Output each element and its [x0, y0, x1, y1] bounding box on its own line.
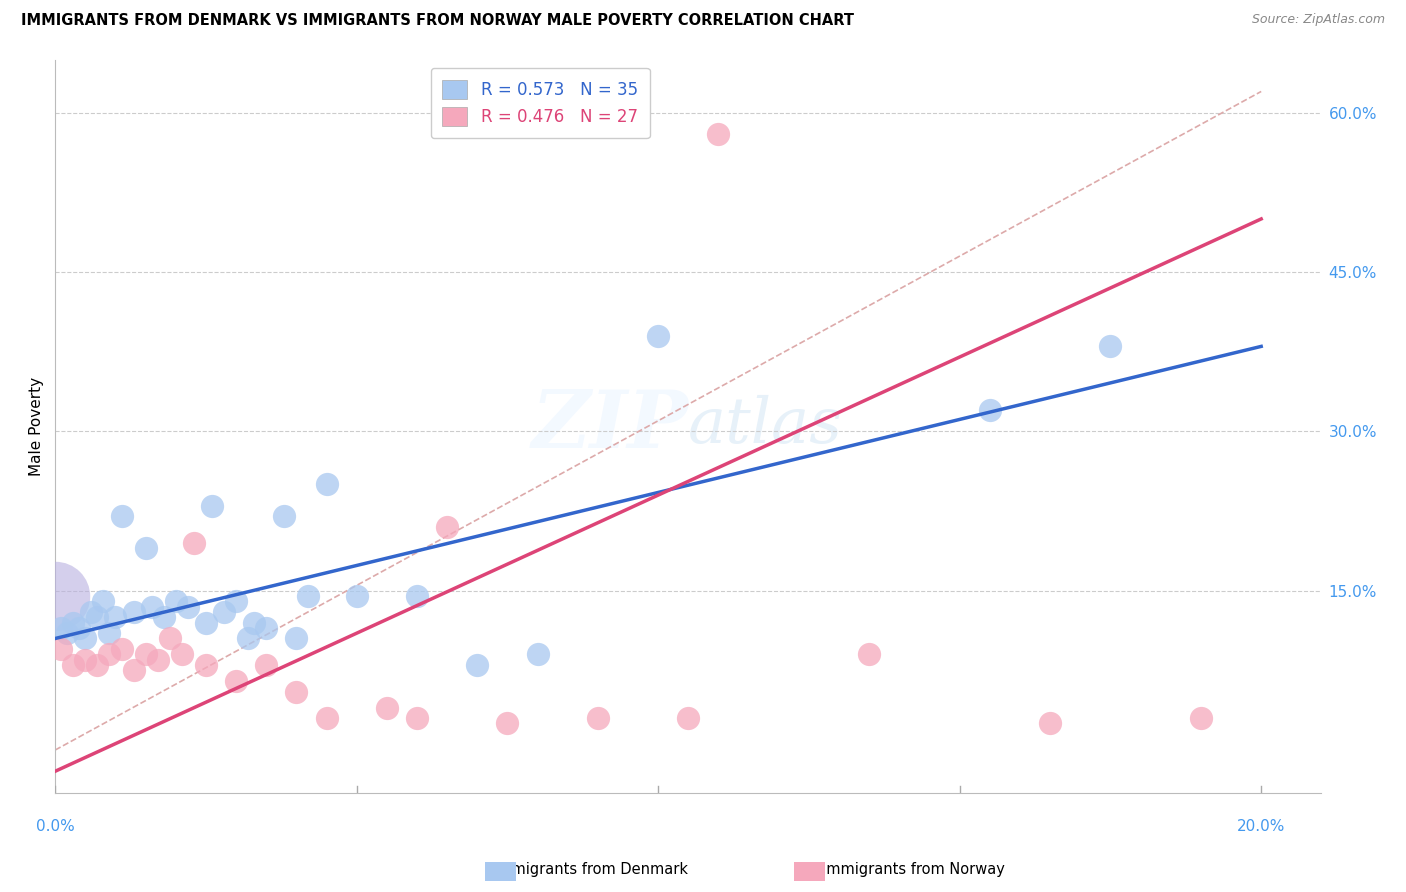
Point	[858, 648, 880, 662]
Point	[122, 664, 145, 678]
Point	[44, 589, 66, 603]
Point	[297, 589, 319, 603]
Point	[98, 648, 121, 662]
Point	[98, 626, 121, 640]
Text: Immigrants from Norway: Immigrants from Norway	[823, 863, 1005, 877]
Text: Immigrants from Denmark: Immigrants from Denmark	[494, 863, 688, 877]
Point	[104, 610, 127, 624]
Point	[110, 509, 132, 524]
Text: Source: ZipAtlas.com: Source: ZipAtlas.com	[1251, 13, 1385, 27]
Point	[194, 615, 217, 630]
Point	[285, 684, 308, 698]
Point	[236, 632, 259, 646]
Point	[51, 621, 73, 635]
Point	[135, 648, 157, 662]
Point	[465, 658, 488, 673]
Point	[201, 499, 224, 513]
Point	[93, 594, 115, 608]
Point	[80, 605, 103, 619]
Point	[436, 520, 458, 534]
Point	[86, 610, 108, 624]
Point	[1099, 339, 1122, 353]
Point	[406, 589, 429, 603]
Point	[194, 658, 217, 673]
Point	[315, 477, 337, 491]
Point	[183, 536, 205, 550]
Point	[75, 632, 97, 646]
Point	[586, 711, 609, 725]
Point	[707, 127, 730, 141]
Point	[285, 632, 308, 646]
Y-axis label: Male Poverty: Male Poverty	[30, 376, 44, 475]
Point	[647, 328, 669, 343]
Text: IMMIGRANTS FROM DENMARK VS IMMIGRANTS FROM NORWAY MALE POVERTY CORRELATION CHART: IMMIGRANTS FROM DENMARK VS IMMIGRANTS FR…	[21, 13, 853, 29]
Legend: R = 0.573   N = 35, R = 0.476   N = 27: R = 0.573 N = 35, R = 0.476 N = 27	[430, 68, 650, 138]
Point	[225, 673, 247, 688]
Point	[177, 599, 200, 614]
Point	[56, 626, 79, 640]
Point	[135, 541, 157, 556]
Text: 0.0%: 0.0%	[35, 819, 75, 834]
Point	[254, 658, 277, 673]
Point	[86, 658, 108, 673]
Point	[122, 605, 145, 619]
Point	[243, 615, 266, 630]
Point	[254, 621, 277, 635]
Point	[225, 594, 247, 608]
Point	[110, 642, 132, 657]
Point	[406, 711, 429, 725]
Point	[346, 589, 368, 603]
Point	[62, 615, 84, 630]
Point	[146, 653, 169, 667]
Point	[75, 653, 97, 667]
Point	[67, 621, 90, 635]
Point	[496, 716, 519, 731]
Point	[979, 403, 1001, 417]
Point	[170, 648, 193, 662]
Point	[526, 648, 548, 662]
Point	[159, 632, 181, 646]
Point	[678, 711, 700, 725]
Point	[212, 605, 235, 619]
Point	[1189, 711, 1212, 725]
Point	[315, 711, 337, 725]
Point	[62, 658, 84, 673]
Text: atlas: atlas	[689, 395, 844, 457]
Point	[375, 700, 398, 714]
Point	[152, 610, 174, 624]
Text: ZIP: ZIP	[531, 387, 689, 465]
Text: 20.0%: 20.0%	[1237, 819, 1285, 834]
Point	[141, 599, 163, 614]
Point	[165, 594, 187, 608]
Point	[273, 509, 295, 524]
Point	[1039, 716, 1062, 731]
Point	[51, 642, 73, 657]
